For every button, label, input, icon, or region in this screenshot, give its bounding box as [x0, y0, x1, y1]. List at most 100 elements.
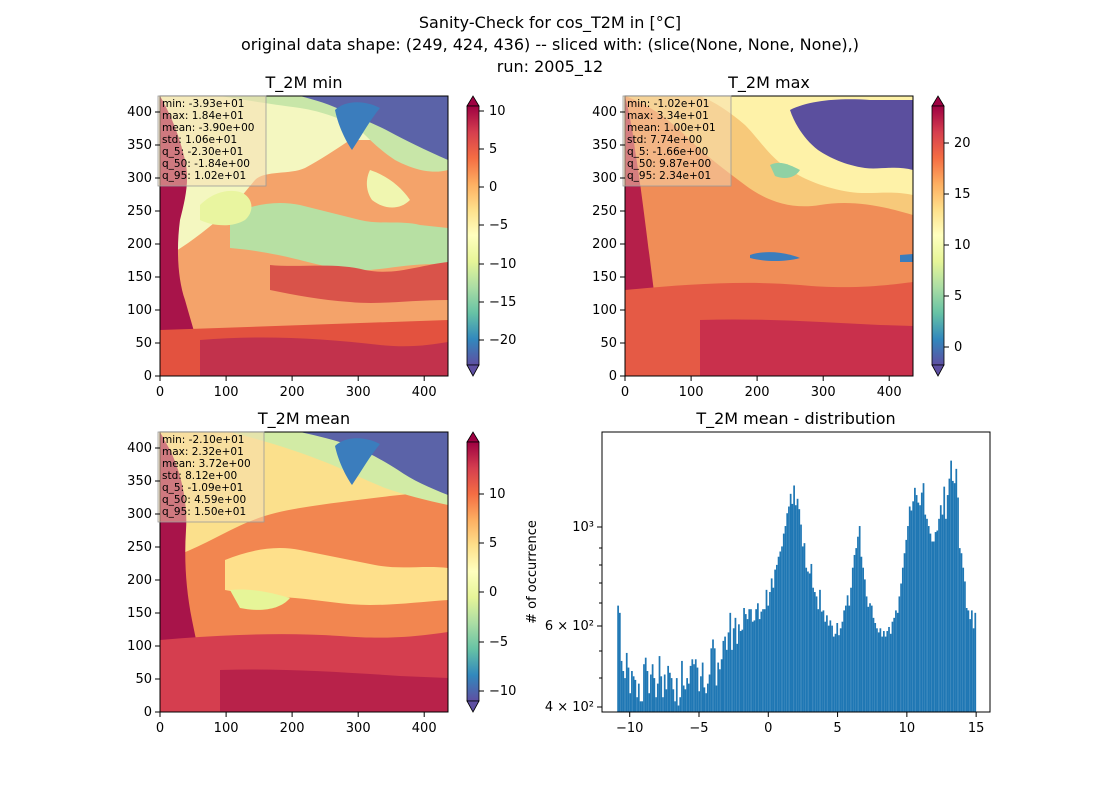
cbar-tick-label: 0	[489, 585, 497, 600]
x-axis-ticks: 0 100 200 300 400	[156, 712, 437, 736]
histogram-bar	[820, 611, 823, 712]
cbar-tick-label: 15	[954, 187, 971, 202]
x-tick-label: 400	[877, 385, 902, 400]
histogram-bar	[901, 567, 904, 712]
histogram-bar	[634, 679, 637, 712]
histogram-bar	[758, 619, 761, 712]
histogram-bar	[793, 485, 795, 712]
histogram-bar	[782, 533, 785, 712]
histogram-bar	[841, 621, 844, 712]
histogram-bar	[625, 652, 628, 712]
histogram-bar	[948, 478, 951, 712]
histogram-bar	[653, 678, 656, 712]
histogram-bar	[724, 636, 726, 712]
stat-q50: q_50: -1.84e+00	[162, 158, 250, 170]
histogram-bar	[627, 667, 630, 712]
y-tick-label: 300	[127, 507, 152, 522]
histogram-bar	[817, 609, 820, 712]
histogram-bar	[753, 620, 756, 712]
histogram-bar	[696, 667, 699, 712]
y-tick-label: 150	[592, 270, 617, 285]
histogram-bar	[651, 664, 654, 712]
histogram-bar	[815, 596, 818, 712]
histogram-bar	[731, 649, 733, 712]
histogram-bar	[729, 612, 732, 712]
histogram-bar	[843, 610, 846, 712]
histogram-bar	[660, 676, 663, 712]
histogram-bar	[943, 486, 946, 712]
histogram-bar	[632, 676, 635, 712]
histogram-bar	[853, 554, 856, 712]
histogram-bar	[637, 683, 640, 712]
x-tick-label: 0	[156, 385, 164, 400]
histogram-bar	[889, 633, 892, 712]
histogram-bar	[757, 603, 759, 712]
histogram-bar	[886, 631, 889, 712]
histogram-bar	[870, 605, 873, 712]
histogram-bar	[775, 564, 778, 712]
stat-mean: mean: 3.72e+00	[162, 458, 251, 470]
histogram-bar	[741, 629, 744, 712]
histogram-bar	[686, 678, 688, 712]
x-tick-label: 300	[811, 385, 836, 400]
histogram-bar	[744, 614, 747, 712]
stat-q5: q_5: -1.09e+01	[162, 482, 243, 494]
histogram-bar	[631, 671, 633, 712]
histogram-bar	[760, 611, 763, 712]
histogram-bar	[739, 631, 742, 712]
histogram-bar	[872, 617, 875, 712]
histogram-bar	[908, 506, 911, 712]
suptitle-line-3: run: 2005_12	[497, 57, 603, 77]
histogram-bar	[807, 571, 809, 712]
x-tick-label: −10	[616, 721, 643, 736]
histogram-bar	[746, 619, 749, 712]
histogram-bar	[888, 626, 890, 712]
histogram-bar	[838, 635, 840, 712]
histogram-bar	[786, 513, 789, 712]
histogram-bar	[788, 506, 790, 712]
histogram-bar	[765, 589, 768, 712]
histogram-bar	[715, 685, 718, 712]
histogram-bar	[641, 701, 644, 712]
cbar-tick-label: 10	[489, 487, 506, 502]
cbar-tick-label: 0	[489, 180, 497, 195]
y-tick-label: 100	[127, 303, 152, 318]
histogram-bar	[725, 649, 728, 712]
stat-std: std: 7.74e+00	[627, 134, 702, 146]
stat-std: std: 8.12e+00	[162, 470, 237, 482]
histogram-bar	[743, 607, 745, 712]
histogram-bar	[655, 697, 657, 712]
stat-mean: mean: 1.00e+01	[627, 122, 716, 134]
x-tick-label: 300	[346, 721, 371, 736]
stat-q50: q_50: 9.87e+00	[627, 158, 711, 170]
histogram-bar	[857, 536, 859, 712]
histogram-bar	[708, 674, 711, 712]
x-axis-ticks: 0 100 200 300 400	[156, 376, 437, 400]
histogram-bar	[789, 493, 792, 712]
cbar-tick-label: −20	[489, 333, 516, 348]
histogram-bar	[822, 610, 825, 712]
histogram-bar	[974, 612, 977, 712]
histogram-bar	[713, 648, 716, 712]
histogram-bar	[770, 578, 773, 712]
histogram-bar	[672, 689, 675, 712]
histogram-bar	[658, 656, 661, 712]
histogram-bar	[970, 610, 973, 712]
histogram-bar	[689, 665, 692, 712]
y-tick-label: 0	[144, 369, 152, 384]
histogram-bar	[819, 589, 821, 712]
histogram-bar	[915, 495, 918, 712]
histogram-bar	[794, 505, 797, 712]
histogram-bar	[927, 526, 930, 712]
stat-min: min: -2.10e+01	[162, 434, 244, 446]
x-tick-label: 100	[679, 385, 704, 400]
histogram-bar	[677, 705, 680, 712]
histogram-bar	[851, 567, 854, 712]
histogram-bar	[881, 636, 883, 712]
histogram-bar	[957, 497, 959, 712]
x-tick-label: 100	[214, 721, 239, 736]
histogram-bar	[800, 524, 802, 712]
histogram-bar	[620, 660, 623, 712]
cbar-tick-label: 5	[489, 142, 497, 157]
histogram-bar	[826, 615, 828, 712]
